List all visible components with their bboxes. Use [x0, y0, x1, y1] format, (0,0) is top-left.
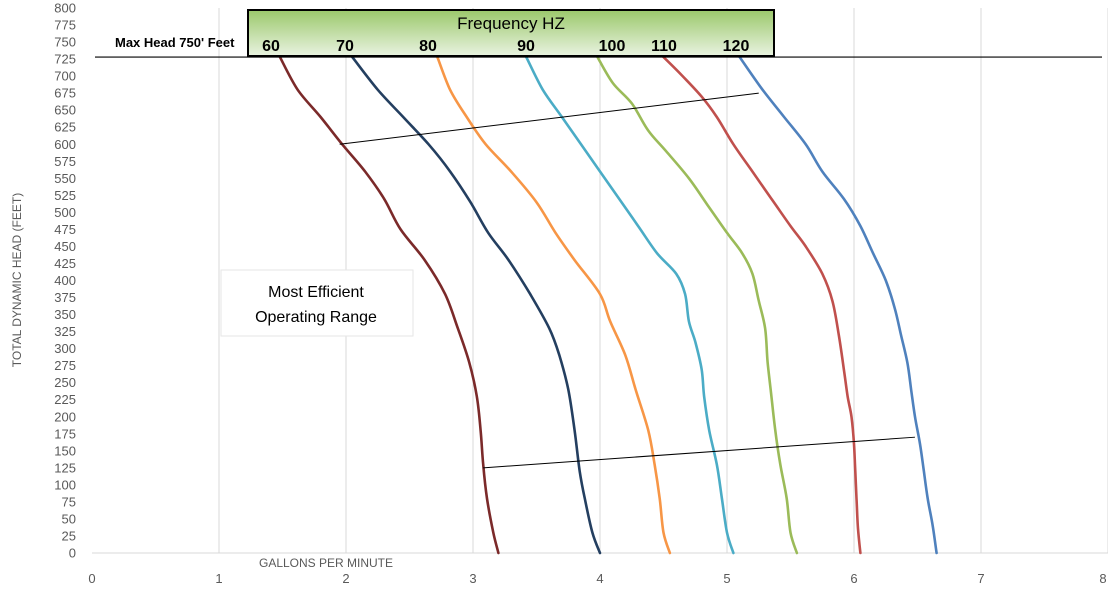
frequency-label-120: 120	[723, 38, 750, 55]
x-tick-label: 4	[596, 571, 603, 586]
y-tick-label: 800	[54, 1, 76, 16]
frequency-label-70: 70	[336, 38, 354, 55]
lower-efficiency-bound	[483, 436, 915, 469]
y-tick-label: 200	[54, 409, 76, 424]
y-tick-label: 175	[54, 426, 76, 441]
y-tick-label: 650	[54, 103, 76, 118]
y-tick-label: 500	[54, 205, 76, 220]
frequency-label-60: 60	[262, 38, 280, 55]
y-tick-label: 775	[54, 18, 76, 33]
upper-efficiency-bound	[339, 92, 759, 145]
y-tick-label: 25	[62, 528, 76, 543]
frequency-labels: 60 70 80 90 100 110 120	[262, 38, 749, 55]
frequency-legend-box: Frequency HZ 60 70 80 90 100 110 120	[247, 9, 775, 57]
y-tick-label: 325	[54, 324, 76, 339]
series-line-110hz	[662, 55, 862, 555]
x-axis-title: GALLONS PER MINUTE	[259, 556, 393, 570]
y-tick-label: 675	[54, 86, 76, 101]
y-tick-label: 550	[54, 171, 76, 186]
frequency-label-100: 100	[599, 38, 626, 55]
y-tick-label: 0	[69, 546, 76, 561]
x-tick-label: 1	[215, 571, 222, 586]
y-tick-label: 100	[54, 477, 76, 492]
efficiency-note-line-1: Most Efficient	[268, 284, 364, 301]
efficient-range-boundaries	[339, 92, 915, 469]
efficiency-note: Most Efficient Operating Range	[220, 269, 414, 337]
y-tick-label: 750	[54, 35, 76, 50]
efficiency-note-line-2: Operating Range	[255, 309, 377, 326]
series-line-90hz	[525, 55, 735, 555]
frequency-label-90: 90	[517, 38, 535, 55]
y-tick-label: 400	[54, 273, 76, 288]
frequency-label-110: 110	[651, 38, 677, 55]
y-axis-title: TOTAL DYNAMIC HEAD (FEET)	[10, 193, 24, 367]
y-tick-label: 600	[54, 137, 76, 152]
frequency-box-title: Frequency HZ	[457, 14, 565, 33]
efficiency-note-box	[220, 269, 414, 337]
series-line-100hz	[596, 55, 799, 555]
y-tick-label: 450	[54, 239, 76, 254]
y-tick-label: 225	[54, 392, 76, 407]
y-tick-label: 425	[54, 256, 76, 271]
series-line-120hz	[738, 55, 938, 555]
y-tick-label: 50	[62, 511, 76, 526]
y-tick-label: 700	[54, 69, 76, 84]
x-tick-label: 2	[342, 571, 349, 586]
x-tick-label: 8	[1099, 571, 1106, 586]
y-axis-tick-labels: 0 25 50 75 100 125 150 175 200 225 250 275 300 325 350…	[54, 1, 76, 561]
x-tick-label: 5	[723, 571, 730, 586]
y-tick-label: 525	[54, 188, 76, 203]
y-tick-label: 725	[54, 52, 76, 67]
y-tick-label: 375	[54, 290, 76, 305]
x-tick-label: 7	[977, 571, 984, 586]
x-axis-tick-labels: 0 1 2 3 4 5 6 7 8	[88, 571, 1106, 586]
x-tick-label: 0	[88, 571, 95, 586]
frequency-label-80: 80	[419, 38, 437, 55]
y-tick-label: 75	[62, 494, 76, 509]
max-head-marker: Max Head 750' Feet	[95, 35, 1102, 58]
series-line-60hz	[278, 55, 500, 555]
y-tick-label: 150	[54, 443, 76, 458]
y-tick-label: 275	[54, 358, 76, 373]
y-tick-label: 350	[54, 307, 76, 322]
y-tick-label: 125	[54, 460, 76, 475]
y-tick-label: 475	[54, 222, 76, 237]
series-line-80hz	[436, 55, 672, 555]
frequency-box-background	[247, 9, 775, 57]
y-tick-label: 250	[54, 375, 76, 390]
y-tick-label: 575	[54, 154, 76, 169]
x-tick-label: 3	[469, 571, 476, 586]
frequency-curves	[278, 55, 938, 555]
y-tick-label: 625	[54, 120, 76, 135]
series-line-70hz	[351, 55, 602, 555]
x-tick-label: 6	[850, 571, 857, 586]
max-head-label: Max Head 750' Feet	[115, 35, 235, 50]
gridlines	[92, 8, 1108, 554]
y-tick-label: 300	[54, 341, 76, 356]
